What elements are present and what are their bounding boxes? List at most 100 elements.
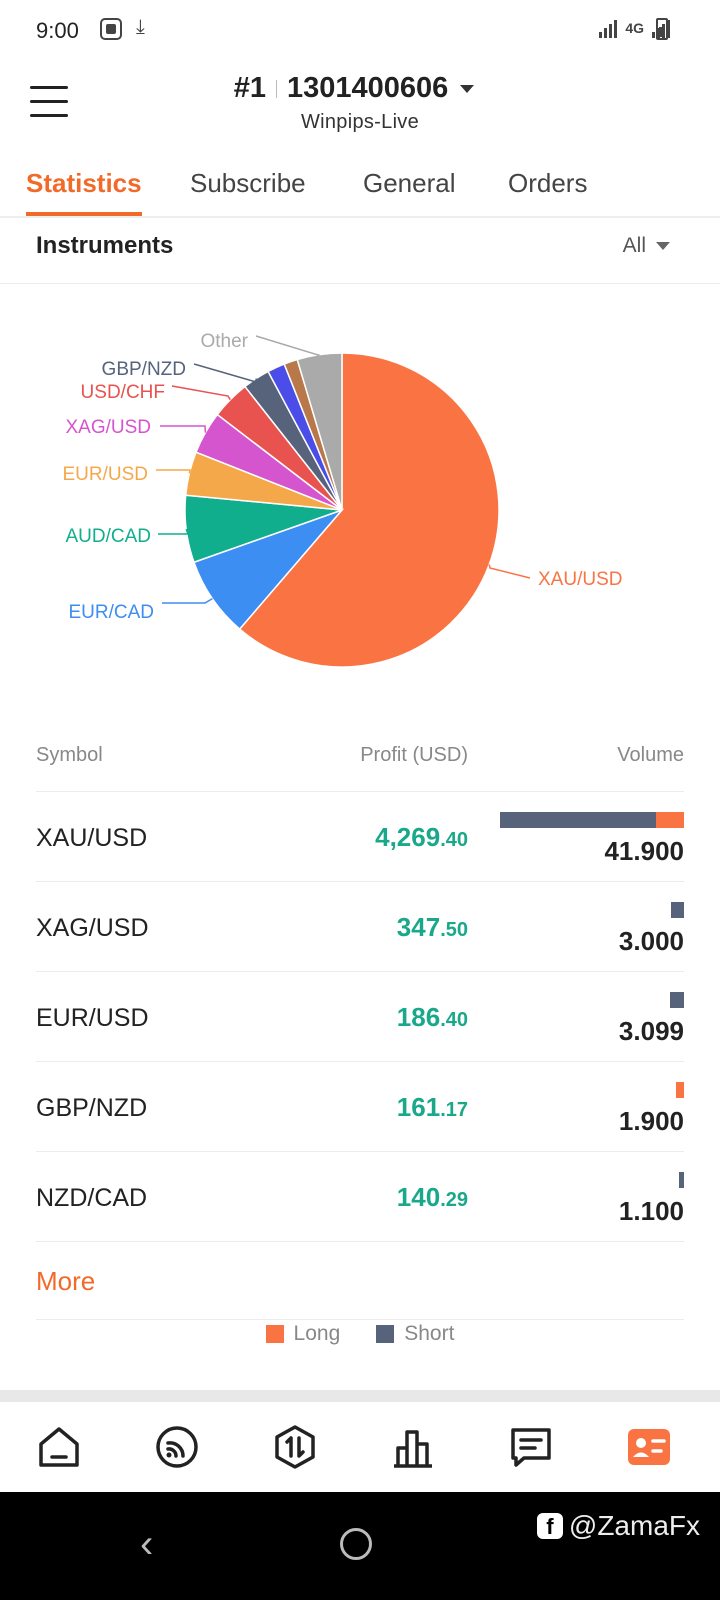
row-profit-int: 347 [396,912,441,942]
pie-leader-line [171,385,231,401]
row-profit: 161.17 [397,1092,468,1123]
legend-long-label: Long [293,1322,341,1345]
row-profit-dec: .17 [440,1099,468,1121]
tab-orders[interactable]: Orders [508,168,588,198]
system-navigation: ‹ f @ZamaFx [0,1492,720,1600]
instrument-filter[interactable]: All [623,234,670,258]
signal-feed-icon[interactable] [154,1424,200,1470]
row-profit-int: 161 [396,1092,441,1122]
divider [275,79,277,98]
section-divider [0,1390,720,1402]
section-title: Instruments [36,232,174,259]
long-volume-bar [676,1082,684,1098]
pie-leader-line [158,528,190,535]
row-volume: 1.100 [618,1196,684,1226]
short-volume-bar [671,902,684,918]
row-profit-int: 140 [396,1182,441,1212]
row-profit: 186.40 [397,1002,468,1033]
watermark: f @ZamaFx [536,1510,700,1542]
row-volume-bar [670,992,684,1008]
short-volume-bar [670,992,684,1008]
pie-slice-xau-usd[interactable] [238,352,500,668]
legend-short-swatch [376,1325,395,1343]
status-bar: 9:00 ⤓ 4G [0,0,720,60]
col-symbol: Symbol [36,744,103,766]
volume-legend: Long Short [0,1322,720,1346]
row-profit-int: 4,269 [375,822,441,852]
legend-long: Long [265,1322,341,1346]
profile-card-icon[interactable] [626,1424,672,1470]
account-selector[interactable]: #1 1301400606 Winpips-Live [0,72,720,134]
instruments-header: Instruments All [0,222,720,284]
table-row[interactable]: NZD/CAD 140.29 1.100 [36,1152,684,1242]
table-row[interactable]: GBP/NZD 161.17 1.900 [36,1062,684,1152]
chevron-down-icon[interactable] [460,84,475,93]
row-profit-dec: .50 [440,919,468,941]
row-volume-bar [676,1082,684,1098]
row-volume: 3.099 [618,1016,684,1046]
row-profit: 4,269.40 [375,822,468,853]
pie-chart-svg: XAU/USD EUR/CAD AUD/CAD EUR/USD XAG/USD USD/C… [62,331,622,668]
active-tab-indicator [26,212,142,216]
row-symbol: EUR/USD [36,1004,149,1032]
row-volume-bar [500,812,684,828]
pie-label: AUD/CAD [65,526,151,547]
instruments-table: Symbol Profit (USD) Volume XAU/USD 4,269.… [36,720,684,1320]
server-name: Winpips-Live [300,111,420,133]
filter-value: All [622,234,646,257]
table-row[interactable]: XAU/USD 4,269.40 41.900 [36,792,684,882]
status-time: 9:00 [36,18,79,43]
row-volume-bar [671,902,684,918]
pie-label: EUR/USD [62,464,148,485]
pie-label: Other [200,331,248,352]
row-symbol: NZD/CAD [36,1184,148,1212]
row-profit-int: 186 [396,1002,441,1032]
row-profit: 140.29 [397,1182,468,1213]
download-icon: ⤓ [136,16,145,38]
table-header: Symbol Profit (USD) Volume [36,720,684,792]
pie-leader-line [193,363,257,383]
home-icon[interactable] [36,1424,82,1470]
pie-label: USD/CHF [81,382,165,403]
trade-icon[interactable] [272,1424,318,1470]
battery-icon [656,18,668,40]
chevron-down-icon[interactable] [656,242,670,250]
table-row[interactable]: EUR/USD 186.40 3.099 [36,972,684,1062]
row-symbol: XAU/USD [36,824,148,852]
legend-long-swatch [265,1325,284,1343]
pie-label: XAG/USD [65,417,151,438]
account-number: #1 [233,72,266,104]
short-volume-bar [500,812,657,828]
chart-bars-icon[interactable] [390,1424,436,1470]
legend-short: Short [376,1322,454,1346]
pie-label: GBP/NZD [102,359,186,380]
row-profit-dec: .40 [440,829,468,851]
col-profit: Profit (USD) [360,744,468,766]
row-symbol: GBP/NZD [36,1094,148,1122]
row-profit-dec: .29 [440,1189,468,1211]
instruments-pie-chart: XAU/USD EUR/CAD AUD/CAD EUR/USD XAG/USD USD/C… [0,300,720,710]
menu-icon[interactable] [30,86,68,120]
table-row[interactable]: XAG/USD 347.50 3.000 [36,882,684,972]
long-volume-bar [656,812,684,828]
col-volume: Volume [617,744,684,766]
pie-leader-line [160,425,207,433]
pie-label: EUR/CAD [68,602,154,623]
back-icon[interactable]: ‹ [140,1522,154,1566]
tab-general[interactable]: General [363,168,456,198]
facebook-icon: f [536,1513,563,1539]
tab-statistics[interactable]: Statistics [26,168,142,198]
home-button-icon[interactable] [340,1528,372,1560]
row-profit-dec: .40 [440,1009,468,1031]
pie-leader-line [156,469,191,474]
legend-short-label: Short [404,1322,455,1345]
pie-leader-line [255,335,320,356]
more-row[interactable]: More [36,1242,684,1320]
row-volume: 41.900 [604,836,684,866]
message-icon[interactable] [508,1424,554,1470]
pie-leader-line [162,598,213,604]
tab-subscribe[interactable]: Subscribe [190,168,306,198]
more-link[interactable]: More [36,1266,96,1296]
row-symbol: XAG/USD [36,914,149,942]
row-profit: 347.50 [397,912,468,943]
